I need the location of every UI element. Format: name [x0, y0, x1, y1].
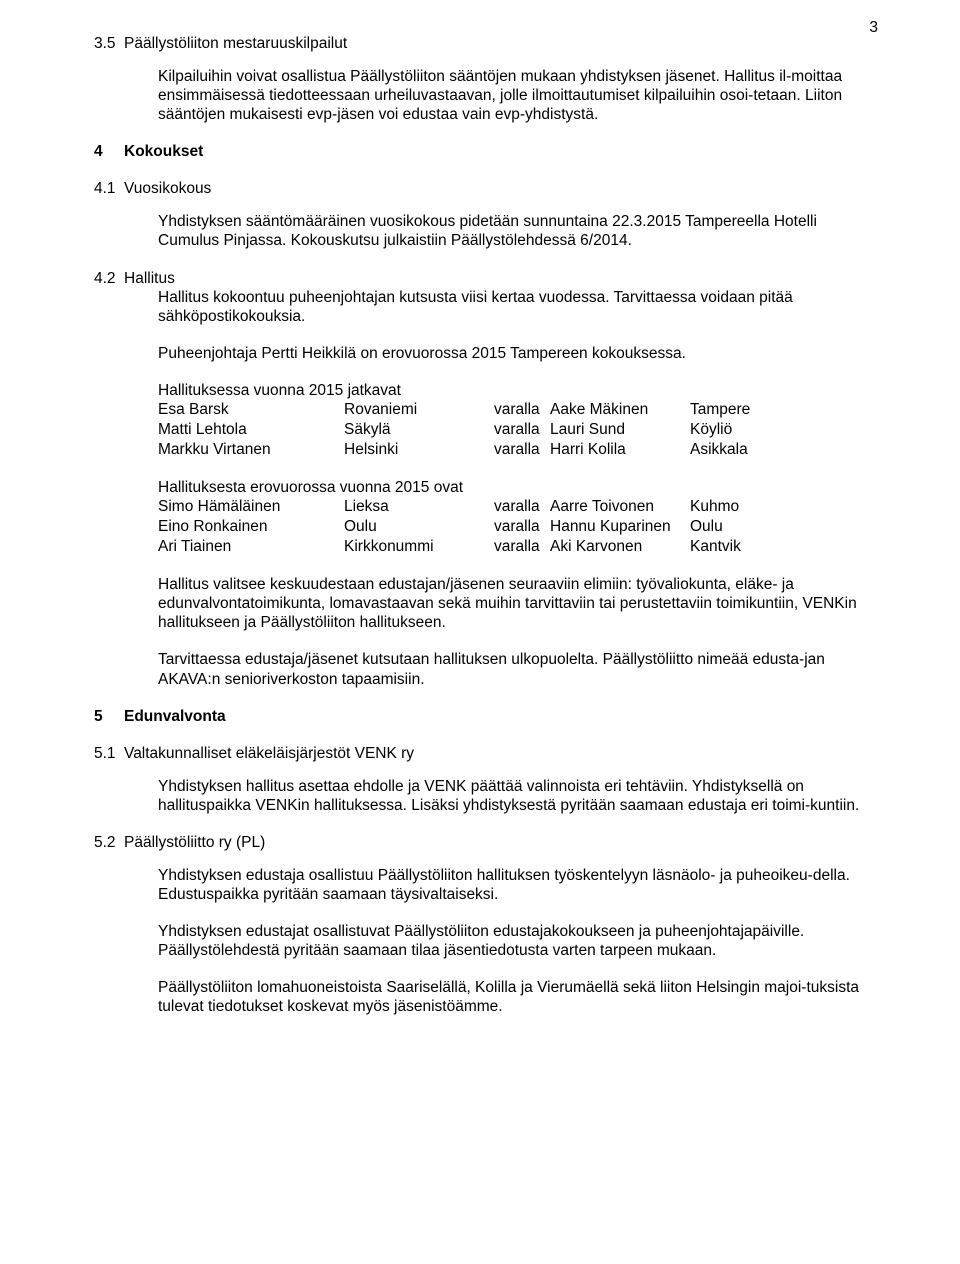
member-city: Säkylä [344, 420, 494, 440]
heading-number: 5 [94, 707, 124, 726]
member-city: Oulu [344, 517, 494, 537]
member-city: Rovaniemi [344, 400, 494, 420]
heading-5-2: 5.2 Päällystöliitto ry (PL) [94, 833, 878, 852]
varalla-label: varalla [494, 497, 550, 517]
varalla-label: varalla [494, 537, 550, 557]
deputy-name: Lauri Sund [550, 420, 690, 440]
body-text: Tarvittaessa edustaja/jäsenet kutsutaan … [158, 650, 878, 688]
heading-4-2: 4.2 Hallitus [94, 269, 878, 288]
deputy-city: Köyliö [690, 420, 878, 440]
member-name: Esa Barsk [158, 400, 344, 420]
deputy-city: Kantvik [690, 537, 878, 557]
heading-4-1: 4.1 Vuosikokous [94, 179, 878, 198]
members-leaving-heading: Hallituksesta erovuorossa vuonna 2015 ov… [158, 478, 878, 497]
member-name: Ari Tiainen [158, 537, 344, 557]
deputy-name: Aki Karvonen [550, 537, 690, 557]
table-row: Esa BarskRovaniemivarallaAake MäkinenTam… [158, 400, 878, 420]
member-name: Markku Virtanen [158, 440, 344, 460]
body-text: Yhdistyksen sääntömääräinen vuosikokous … [158, 212, 878, 250]
table-row: Matti LehtolaSäkylävarallaLauri SundKöyl… [158, 420, 878, 440]
page-number: 3 [869, 18, 878, 37]
heading-title: Kokoukset [124, 142, 203, 161]
deputy-city: Kuhmo [690, 497, 878, 517]
heading-title: Hallitus [124, 269, 175, 288]
body-text: Puheenjohtaja Pertti Heikkilä on erovuor… [158, 344, 878, 363]
heading-number: 5.1 [94, 744, 124, 763]
deputy-name: Aarre Toivonen [550, 497, 690, 517]
deputy-name: Hannu Kuparinen [550, 517, 690, 537]
varalla-label: varalla [494, 440, 550, 460]
heading-5-1: 5.1 Valtakunnalliset eläkeläisjärjestöt … [94, 744, 878, 763]
heading-title: Vuosikokous [124, 179, 211, 198]
table-row: Simo HämäläinenLieksavarallaAarre Toivon… [158, 497, 878, 517]
heading-4: 4 Kokoukset [94, 142, 878, 161]
heading-number: 4.1 [94, 179, 124, 198]
body-text: Hallitus kokoontuu puheenjohtajan kutsus… [158, 288, 878, 326]
table-row: Ari TiainenKirkkonummivarallaAki Karvone… [158, 537, 878, 557]
member-city: Helsinki [344, 440, 494, 460]
heading-number: 5.2 [94, 833, 124, 852]
body-text: Hallitus valitsee keskuudestaan edustaja… [158, 575, 878, 632]
heading-title: Valtakunnalliset eläkeläisjärjestöt VENK… [124, 744, 414, 763]
deputy-city: Oulu [690, 517, 878, 537]
heading-number: 4 [94, 142, 124, 161]
heading-title: Päällystöliitto ry (PL) [124, 833, 265, 852]
member-city: Kirkkonummi [344, 537, 494, 557]
heading-3-5: 3.5 Päällystöliiton mestaruuskilpailut [94, 34, 878, 53]
body-text: Yhdistyksen hallitus asettaa ehdolle ja … [158, 777, 878, 815]
member-name: Matti Lehtola [158, 420, 344, 440]
deputy-name: Harri Kolila [550, 440, 690, 460]
varalla-label: varalla [494, 517, 550, 537]
heading-title: Päällystöliiton mestaruuskilpailut [124, 34, 347, 53]
body-text: Kilpailuihin voivat osallistua Päällystö… [158, 67, 878, 124]
heading-number: 3.5 [94, 34, 124, 53]
member-name: Eino Ronkainen [158, 517, 344, 537]
heading-number: 4.2 [94, 269, 124, 288]
members-leaving-table: Simo HämäläinenLieksavarallaAarre Toivon… [158, 497, 878, 557]
members-continuing-table: Esa BarskRovaniemivarallaAake MäkinenTam… [158, 400, 878, 460]
body-text: Päällystöliiton lomahuoneistoista Saaris… [158, 978, 878, 1016]
heading-5: 5 Edunvalvonta [94, 707, 878, 726]
table-row: Eino RonkainenOuluvarallaHannu Kuparinen… [158, 517, 878, 537]
member-name: Simo Hämäläinen [158, 497, 344, 517]
heading-title: Edunvalvonta [124, 707, 226, 726]
varalla-label: varalla [494, 400, 550, 420]
deputy-city: Asikkala [690, 440, 878, 460]
varalla-label: varalla [494, 420, 550, 440]
member-city: Lieksa [344, 497, 494, 517]
body-text: Yhdistyksen edustaja osallistuu Päällyst… [158, 866, 878, 904]
body-text: Yhdistyksen edustajat osallistuvat Pääll… [158, 922, 878, 960]
table-row: Markku VirtanenHelsinkivarallaHarri Koli… [158, 440, 878, 460]
members-continuing-heading: Hallituksessa vuonna 2015 jatkavat [158, 381, 878, 400]
deputy-city: Tampere [690, 400, 878, 420]
deputy-name: Aake Mäkinen [550, 400, 690, 420]
